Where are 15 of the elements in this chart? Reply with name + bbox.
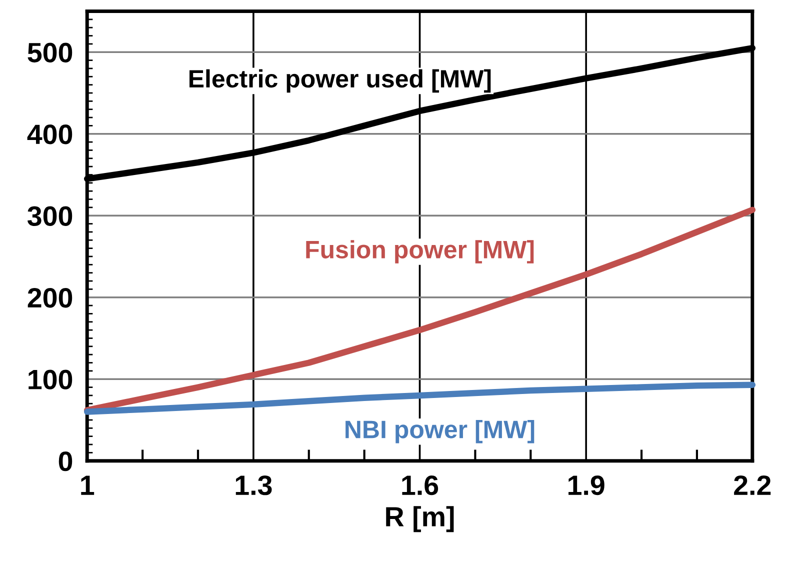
series-label: Fusion power [MW] (306, 240, 534, 264)
x-tick-label: 1.6 (402, 475, 438, 496)
x-axis-title: R [m] (386, 506, 454, 532)
y-tick-label: 500 (28, 42, 72, 62)
x-tick-label: 2.2 (734, 475, 771, 495)
series-label: Electric power used [MW] (190, 69, 491, 93)
y-tick-label: 100 (28, 370, 72, 390)
x-tick-label: 1.9 (568, 475, 604, 496)
y-tick-label: 300 (28, 206, 72, 226)
x-tick-label: 1 (81, 476, 94, 495)
y-tick-label: 200 (28, 288, 72, 308)
series-label: NBI power [MW] (346, 420, 534, 444)
y-tick-label: 400 (27, 124, 72, 144)
y-tick-label: 0 (58, 452, 72, 472)
x-tick-label: 1.3 (236, 475, 272, 496)
